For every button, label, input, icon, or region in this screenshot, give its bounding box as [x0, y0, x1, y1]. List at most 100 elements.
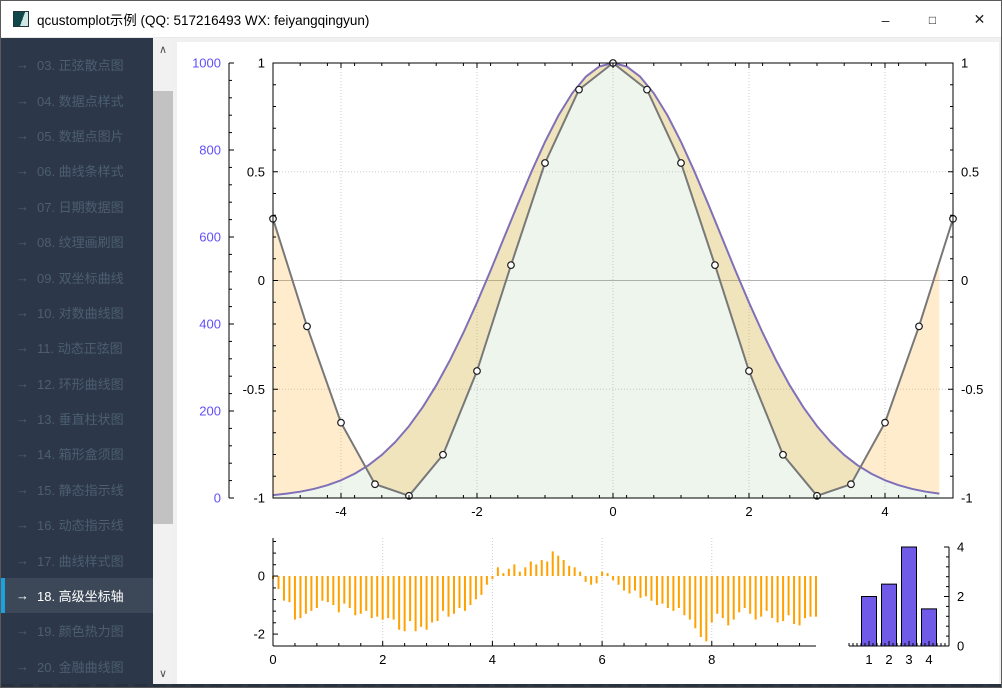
- svg-text:3: 3: [905, 652, 912, 667]
- arrow-right-icon: →: [16, 623, 29, 639]
- arrow-right-icon: →: [16, 446, 29, 462]
- sidebar-item-06[interactable]: → 06. 曲线条样式: [1, 153, 153, 188]
- svg-text:4: 4: [489, 652, 496, 667]
- svg-text:1: 1: [865, 652, 872, 667]
- sidebar-item-08[interactable]: → 08. 纹理画刷图: [1, 224, 153, 259]
- svg-text:2: 2: [957, 589, 964, 604]
- scroll-up-button[interactable]: ∧: [153, 38, 173, 60]
- chevron-down-icon: ∨: [158, 667, 168, 680]
- data-point-marker: [915, 322, 923, 331]
- sidebar-item-label: 06. 曲线条样式: [37, 164, 124, 180]
- sidebar-item-18[interactable]: → 18. 高级坐标轴: [1, 577, 153, 614]
- sidebar-item-19[interactable]: → 19. 颜色热力图: [1, 613, 153, 648]
- sidebar-scrollbar[interactable]: ∧ ∨: [153, 38, 173, 684]
- app-icon: [13, 11, 29, 27]
- sidebar-item-label: 07. 日期数据图: [37, 199, 124, 215]
- sidebar-item-16[interactable]: → 16. 动态指示线: [1, 507, 153, 542]
- scroll-down-button[interactable]: ∨: [153, 662, 173, 684]
- sidebar-item-label: 14. 箱形盒须图: [37, 447, 124, 463]
- sidebar-item-15[interactable]: → 15. 静态指示线: [1, 472, 153, 507]
- arrow-right-icon: →: [16, 198, 29, 214]
- svg-text:-1: -1: [961, 491, 973, 506]
- minimize-button[interactable]: –: [862, 1, 909, 38]
- main-plot[interactable]: -4 -2 0 2 4 1 0.5 0 -0.5 -1 1 0.5 0 -0.5 -1 1000 800 600 4…: [192, 56, 983, 520]
- sidebar-menu: → 03. 正弦散点图 → 04. 数据点样式 → 05. 数据点图片 → 06. 曲线条样式…: [1, 38, 153, 684]
- sidebar-item-label: 16. 动态指示线: [37, 518, 124, 534]
- sidebar-item-label: 20. 金融曲线图: [37, 659, 124, 675]
- sidebar-item-10[interactable]: → 10. 对数曲线图: [1, 295, 153, 330]
- sidebar-item-05[interactable]: → 05. 数据点图片: [1, 118, 153, 153]
- svg-text:800: 800: [199, 143, 221, 158]
- svg-text:-0.5: -0.5: [961, 382, 983, 397]
- data-point-marker: [575, 85, 583, 94]
- arrow-right-icon: →: [16, 375, 29, 391]
- svg-text:-4: -4: [335, 504, 347, 519]
- qcustomplot-widget[interactable]: -4 -2 0 2 410.50-0.5-110.50-0.5-110008006004…: [177, 42, 999, 684]
- data-point-marker: [847, 480, 855, 489]
- svg-text:0: 0: [957, 639, 964, 654]
- data-point-marker: [507, 261, 515, 270]
- content-area: -4 -2 0 2 4 1 0.5 0 -0.5 -1 1 0.5 0 -0.5 -1 1000 800 600 4…: [173, 38, 1001, 684]
- sidebar-item-13[interactable]: → 13. 垂直柱状图: [1, 401, 153, 436]
- svg-text:1: 1: [961, 56, 968, 71]
- bar-3: [901, 546, 917, 647]
- window-title: qcustomplot示例 (QQ: 517216493 WX: feiyang…: [37, 13, 370, 28]
- svg-text:1: 1: [258, 56, 265, 71]
- svg-text:0: 0: [961, 273, 968, 288]
- arrow-right-icon: →: [16, 340, 29, 356]
- sidebar-item-label: 09. 双坐标曲线: [37, 270, 124, 286]
- sidebar-item-03[interactable]: → 03. 正弦散点图: [1, 47, 153, 82]
- svg-text:-2: -2: [253, 627, 265, 642]
- sidebar-item-07[interactable]: → 07. 日期数据图: [1, 189, 153, 224]
- sidebar-item-label: 11. 动态正弦图: [37, 341, 123, 357]
- arrow-right-icon: →: [16, 517, 29, 533]
- sidebar-item-label: 17. 曲线样式图: [37, 553, 124, 569]
- svg-text:2: 2: [379, 652, 386, 667]
- data-point-marker: [745, 367, 753, 375]
- data-point-marker: [473, 367, 481, 375]
- data-point-marker: [337, 418, 345, 427]
- maximize-button[interactable]: □: [909, 1, 956, 38]
- data-point-marker: [881, 418, 889, 427]
- arrow-right-icon: →: [16, 304, 29, 320]
- arrow-right-icon: →: [16, 411, 29, 427]
- arrow-right-icon: →: [16, 481, 29, 497]
- clipped-bottom-bar: [1, 684, 1001, 687]
- sidebar-item-12[interactable]: → 12. 环形曲线图: [1, 366, 153, 401]
- sidebar-item-14[interactable]: → 14. 箱形盒须图: [1, 436, 153, 471]
- svg-text:1000: 1000: [192, 56, 221, 71]
- close-icon: ✕: [973, 11, 986, 27]
- svg-text:0: 0: [269, 652, 276, 667]
- svg-text:6: 6: [598, 652, 605, 667]
- window-controls: – □ ✕: [862, 1, 1001, 38]
- sidebar-item-label: 12. 环形曲线图: [37, 376, 124, 392]
- sidebar-item-20[interactable]: → 20. 金融曲线图: [1, 649, 153, 684]
- sidebar-item-17[interactable]: → 17. 曲线样式图: [1, 542, 153, 577]
- sidebar-item-label: 13. 垂直柱状图: [37, 412, 124, 428]
- svg-text:-1: -1: [253, 491, 265, 506]
- svg-text:2: 2: [745, 504, 752, 519]
- sidebar-item-label: 18. 高级坐标轴: [37, 589, 124, 605]
- bar-4: [921, 608, 937, 647]
- sidebar-item-label: 15. 静态指示线: [37, 482, 124, 498]
- svg-text:400: 400: [199, 317, 221, 332]
- sidebar-item-label: 04. 数据点样式: [37, 93, 124, 109]
- arrow-right-icon: →: [16, 269, 29, 285]
- svg-text:200: 200: [199, 404, 221, 419]
- data-point-marker: [779, 450, 787, 459]
- data-point-marker: [643, 85, 651, 94]
- sidebar: → 03. 正弦散点图 → 04. 数据点样式 → 05. 数据点图片 → 06. 曲线条样式…: [1, 38, 173, 684]
- svg-text:0: 0: [258, 273, 265, 288]
- chevron-up-icon: ∧: [158, 43, 168, 56]
- sidebar-item-11[interactable]: → 11. 动态正弦图: [1, 330, 153, 365]
- data-point-marker: [677, 159, 685, 167]
- sub-left-plot[interactable]: 0 2 4 6 8 0 -2: [253, 538, 817, 667]
- sidebar-item-04[interactable]: → 04. 数据点样式: [1, 82, 153, 117]
- plot-canvas: -4 -2 0 2 4 1 0.5 0 -0.5 -1 1 0.5 0 -0.5 -1 1000 800 600 4…: [177, 42, 999, 684]
- close-button[interactable]: ✕: [956, 1, 1001, 38]
- sidebar-item-09[interactable]: → 09. 双坐标曲线: [1, 259, 153, 294]
- scrollbar-thumb[interactable]: [153, 91, 173, 524]
- minimize-icon: –: [881, 11, 890, 28]
